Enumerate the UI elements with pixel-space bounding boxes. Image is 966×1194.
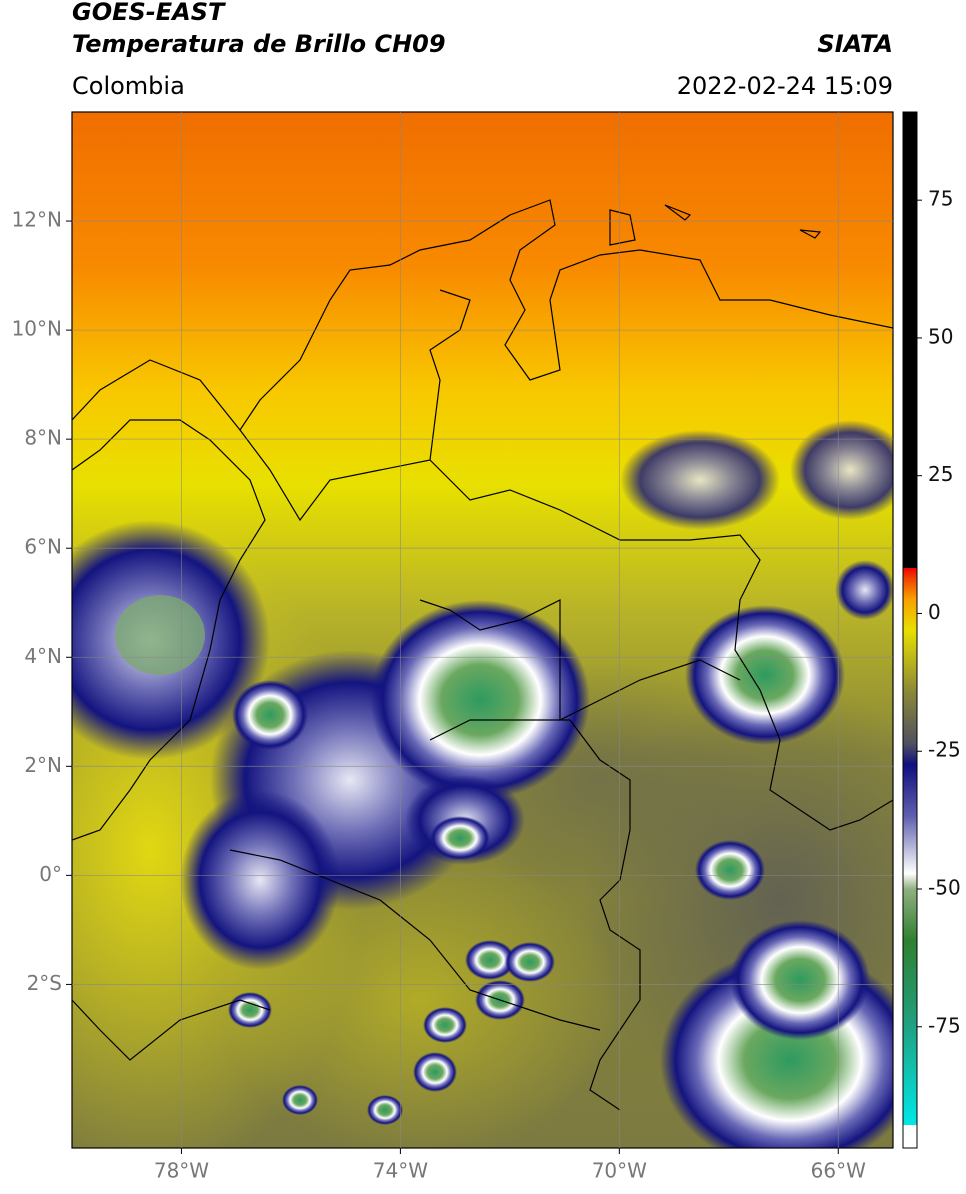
lon-tick-label: 70°W — [592, 1159, 647, 1183]
colorbar-tick-label: -75 — [928, 1013, 961, 1037]
map-frame — [71, 111, 894, 1149]
colorbar-tick-label: 50 — [928, 324, 953, 348]
lon-tick-label: 66°W — [811, 1159, 866, 1183]
imagery — [72, 112, 893, 1148]
axes: 78°W 74°W 70°W 66°W 12°N 10°N 8°N 6°N 4°N 2°N 0° 2°… — [12, 112, 961, 1183]
colorbar-tick-label: -25 — [928, 738, 961, 762]
colorbar-tick-label: 25 — [928, 462, 953, 486]
colorbar-tick-label: -50 — [928, 876, 961, 900]
lon-tick-label: 74°W — [373, 1159, 428, 1183]
lat-tick-label: 2°N — [24, 753, 62, 777]
lat-tick-label: 10°N — [12, 317, 62, 341]
datetime: 2022-02-24 15:09 — [677, 72, 893, 100]
title: GOES-EAST — [72, 0, 226, 26]
lat-tick-label: 4°N — [24, 644, 62, 668]
colorbar — [902, 111, 918, 1149]
lat-tick-label: 0° — [39, 862, 62, 886]
lat-tick-label: 6°N — [24, 535, 62, 559]
colorbar-tick-label: 75 — [928, 187, 953, 211]
colorbar-tick-label: 0 — [928, 600, 941, 624]
lat-tick-label: 8°N — [24, 426, 62, 450]
lat-tick-label: 12°N — [12, 208, 62, 232]
subtitle: Temperatura de Brillo CH09 — [72, 30, 446, 58]
lat-tick-label: 2°S — [27, 971, 62, 995]
source: SIATA — [817, 30, 893, 58]
lon-tick-label: 78°W — [154, 1159, 209, 1183]
coastlines — [72, 199, 893, 1111]
region: Colombia — [72, 72, 185, 100]
